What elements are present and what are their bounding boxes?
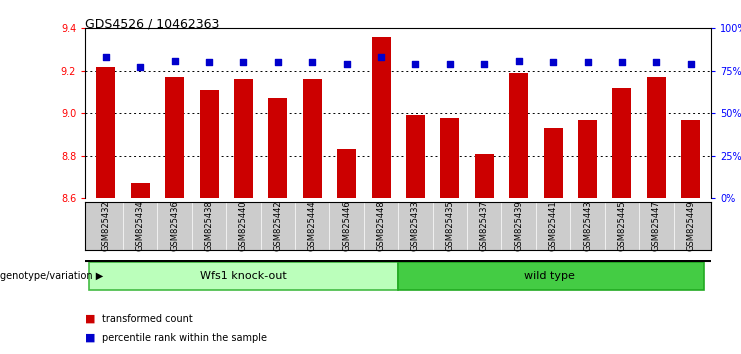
Text: GSM825443: GSM825443 [583,200,592,251]
Bar [96,67,116,198]
Bar [372,37,391,198]
Point [444,61,456,67]
Text: GSM825447: GSM825447 [652,200,661,251]
Bar [165,77,184,198]
Point [100,55,112,60]
Text: GSM825449: GSM825449 [686,200,695,251]
Text: GSM825440: GSM825440 [239,200,248,251]
Bar [578,120,597,198]
Point [513,58,525,63]
Bar [234,79,253,198]
Point [685,61,697,67]
Point [203,59,215,65]
Text: GSM825436: GSM825436 [170,200,179,251]
Point [306,59,318,65]
Text: GSM825444: GSM825444 [308,200,317,251]
Bar [613,88,631,198]
Point [272,59,284,65]
Point [582,59,594,65]
Text: wild type: wild type [524,271,575,281]
Bar [509,73,528,198]
Text: GSM825434: GSM825434 [136,200,144,251]
Bar [647,77,665,198]
Text: percentile rank within the sample: percentile rank within the sample [102,333,267,343]
Point [134,64,146,70]
Text: GSM825446: GSM825446 [342,200,351,251]
Bar [199,90,219,198]
Bar [544,128,562,198]
Text: GSM825432: GSM825432 [102,200,110,251]
Point [341,61,353,67]
Text: GSM825442: GSM825442 [273,200,282,251]
Bar [268,98,288,198]
Text: GSM825435: GSM825435 [445,200,454,251]
Point [410,61,422,67]
Text: ■: ■ [85,314,96,324]
Point [616,59,628,65]
Text: GSM825448: GSM825448 [376,200,385,251]
Text: GSM825433: GSM825433 [411,200,420,251]
Text: ■: ■ [85,333,96,343]
Bar [337,149,356,198]
Text: GSM825437: GSM825437 [479,200,489,251]
Bar [303,79,322,198]
Text: GDS4526 / 10462363: GDS4526 / 10462363 [85,18,219,31]
Text: GSM825439: GSM825439 [514,200,523,251]
Text: GSM825445: GSM825445 [617,200,626,251]
Text: GSM825441: GSM825441 [548,200,558,251]
Point [547,59,559,65]
Text: Wfs1 knock-out: Wfs1 knock-out [200,271,287,281]
Bar [475,154,494,198]
Point [169,58,181,63]
Point [238,59,250,65]
Bar [440,118,459,198]
Text: transformed count: transformed count [102,314,192,324]
Text: GSM825438: GSM825438 [205,200,213,251]
Point [479,61,491,67]
Text: genotype/variation ▶: genotype/variation ▶ [0,271,103,281]
FancyBboxPatch shape [399,262,705,290]
Bar [131,183,150,198]
Point [375,55,387,60]
Bar [681,120,700,198]
Bar [406,115,425,198]
FancyBboxPatch shape [89,262,399,290]
Point [651,59,662,65]
